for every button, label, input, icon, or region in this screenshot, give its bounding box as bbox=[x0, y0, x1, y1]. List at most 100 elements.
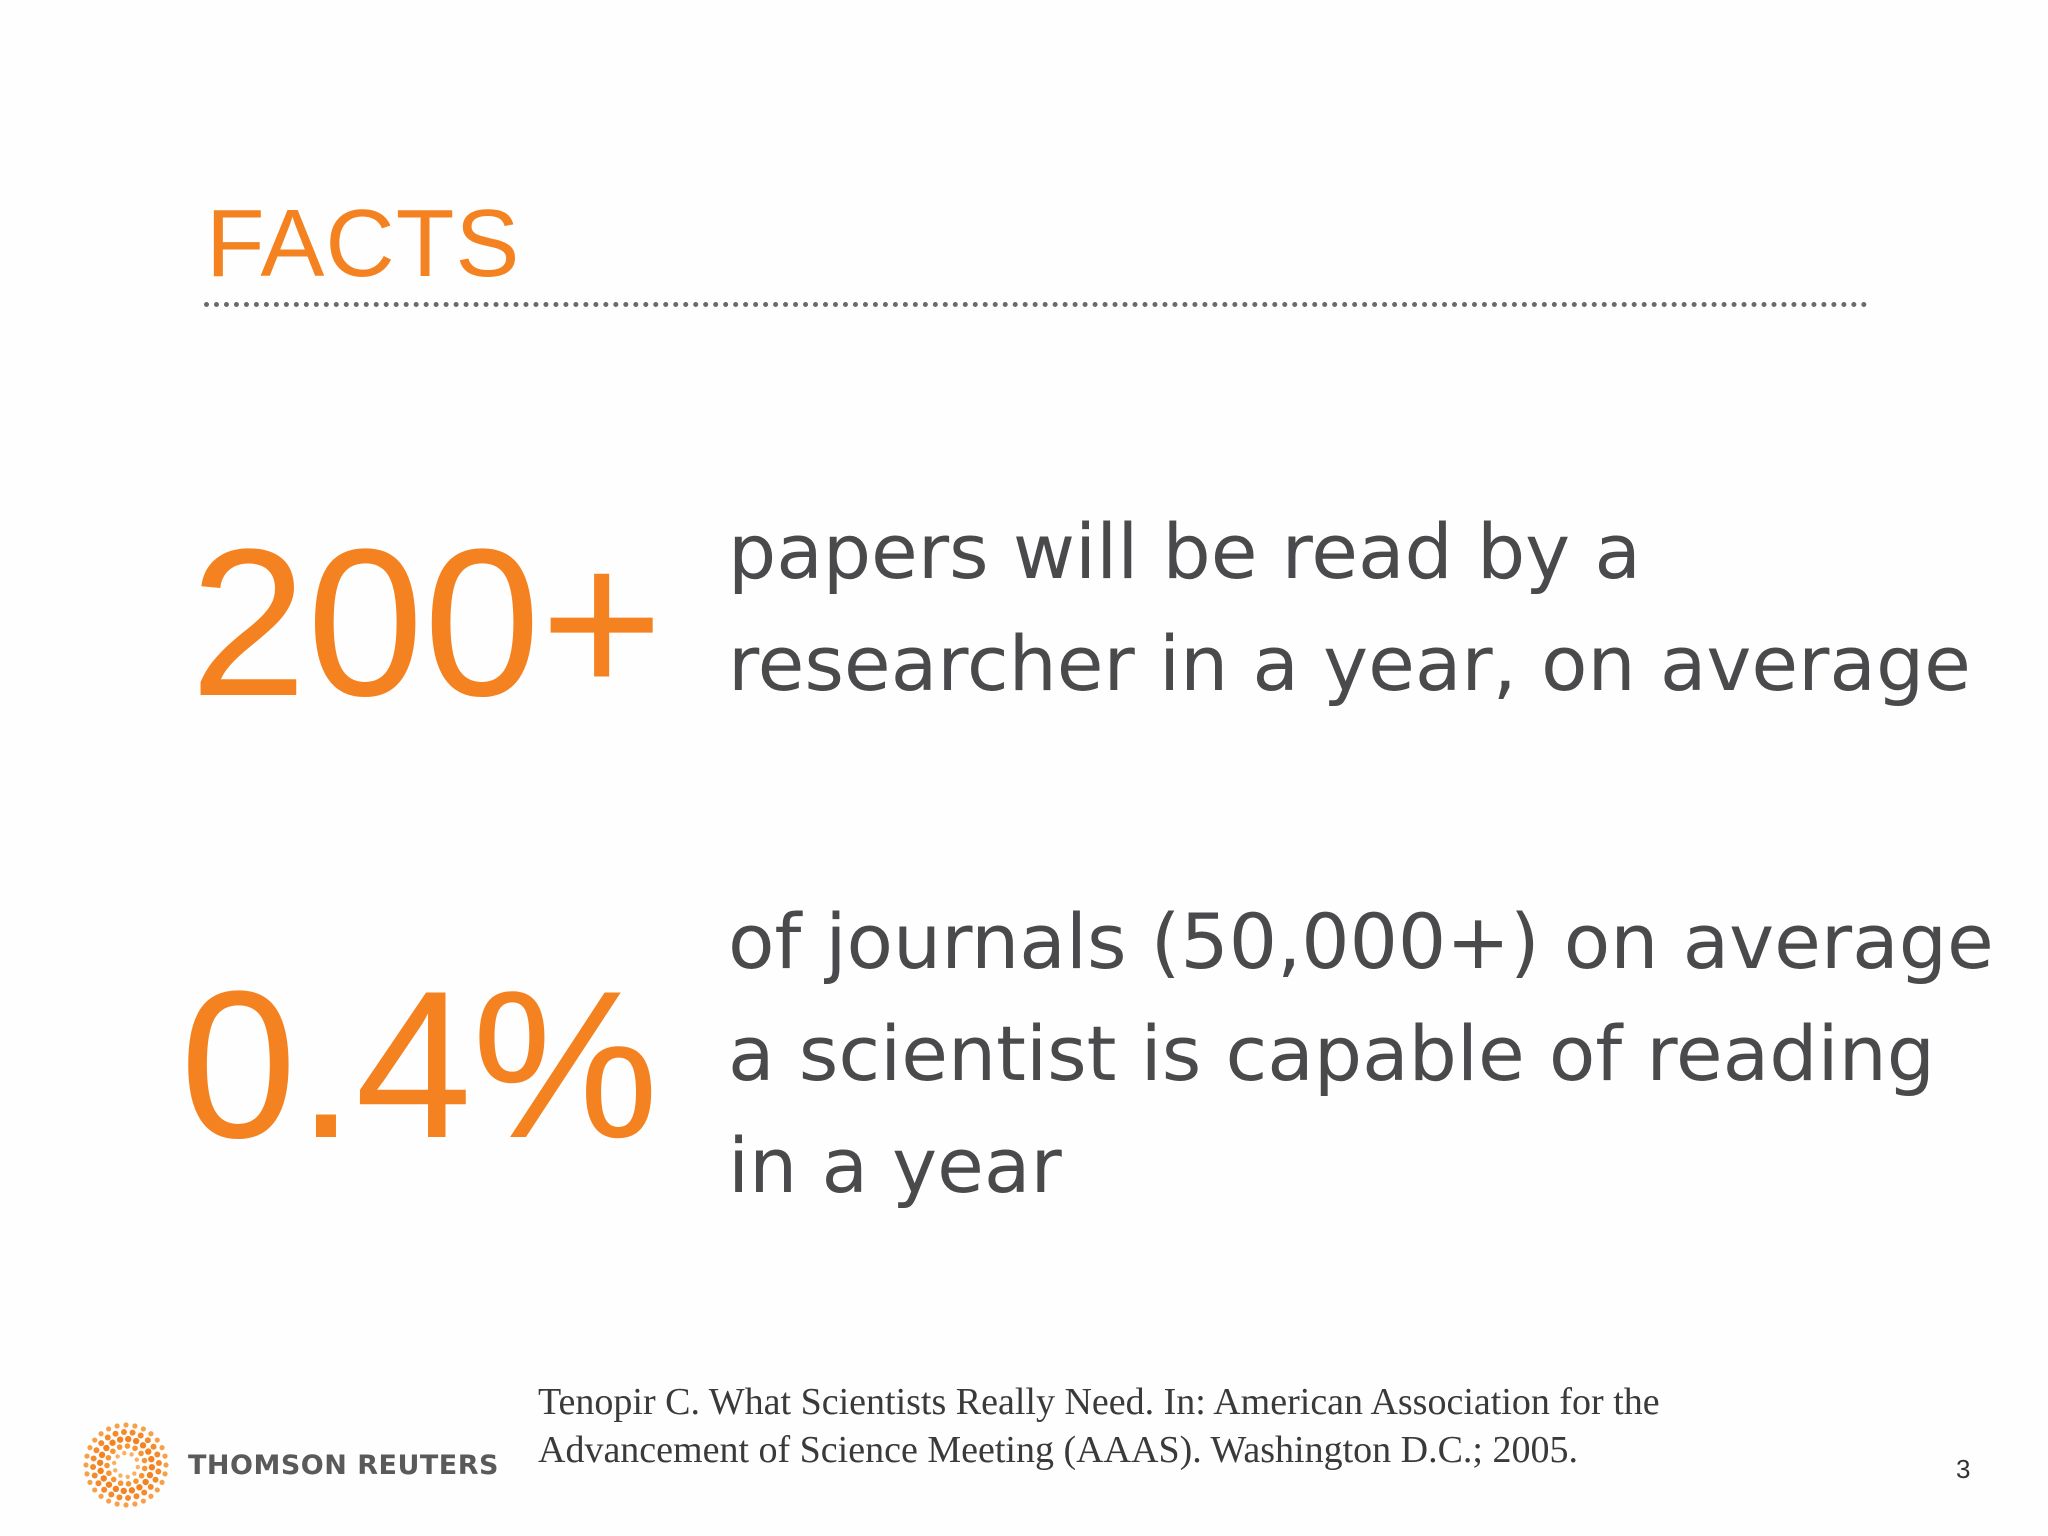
title-divider bbox=[204, 302, 1868, 307]
logo-dot bbox=[163, 1462, 169, 1468]
logo-dot bbox=[116, 1444, 123, 1450]
logo-dot bbox=[95, 1480, 102, 1487]
logo-dot bbox=[105, 1481, 113, 1488]
logo-dot bbox=[111, 1460, 117, 1466]
logo-dot bbox=[106, 1470, 112, 1477]
logo-dot bbox=[90, 1455, 97, 1462]
logo-dot bbox=[135, 1464, 141, 1470]
logo-dot bbox=[140, 1426, 146, 1432]
logo-dot bbox=[155, 1459, 162, 1466]
thomson-reuters-dotted-ring-icon bbox=[83, 1422, 169, 1508]
thomson-reuters-logo: THOMSON REUTERS bbox=[82, 1422, 499, 1508]
logo-dot bbox=[159, 1445, 165, 1451]
logo-dot bbox=[112, 1430, 119, 1437]
logo-dot bbox=[129, 1452, 134, 1457]
logo-dot bbox=[141, 1457, 148, 1464]
fact-1-value: 200+ bbox=[190, 505, 664, 740]
logo-dot bbox=[109, 1439, 116, 1446]
fact-1-description: papers will be read by a researcher in a… bbox=[728, 496, 1971, 720]
logo-dot bbox=[98, 1493, 104, 1499]
logo-dot bbox=[92, 1487, 98, 1493]
logo-dot bbox=[87, 1445, 93, 1451]
logo-dot bbox=[83, 1462, 89, 1468]
logo-dot bbox=[145, 1448, 152, 1455]
fact-1-line-2: researcher in a year, on average bbox=[728, 619, 1971, 708]
logo-dot bbox=[124, 1443, 131, 1449]
logo-dot bbox=[125, 1481, 132, 1487]
logo-dot bbox=[117, 1480, 124, 1487]
logo-dot bbox=[116, 1494, 123, 1501]
logo-dot bbox=[110, 1476, 117, 1483]
logo-dot bbox=[132, 1445, 138, 1452]
logo-dot bbox=[114, 1501, 120, 1507]
logo-dot bbox=[148, 1455, 155, 1463]
page-number: 3 bbox=[1956, 1454, 1971, 1484]
logo-dot bbox=[110, 1448, 116, 1455]
logo-dot bbox=[125, 1494, 132, 1501]
slide-title: FACTS bbox=[206, 190, 521, 297]
logo-dot bbox=[84, 1471, 90, 1477]
logo-dot bbox=[154, 1437, 160, 1443]
logo-dot bbox=[101, 1486, 108, 1493]
logo-dot bbox=[148, 1464, 156, 1471]
logo-dot bbox=[141, 1489, 148, 1496]
logo-dot bbox=[87, 1479, 93, 1485]
logo-dot bbox=[133, 1493, 140, 1500]
logo-dot bbox=[146, 1471, 154, 1479]
logo-dot bbox=[104, 1462, 110, 1469]
logo-dot bbox=[148, 1493, 154, 1499]
logo-dot bbox=[104, 1434, 111, 1441]
citation: Tenopir C. What Scientists Really Need. … bbox=[538, 1378, 1660, 1474]
fact-2-line-1: of journals (50,000+) on average bbox=[728, 897, 1994, 986]
logo-dot bbox=[140, 1498, 146, 1504]
citation-line-1: Tenopir C. What Scientists Really Need. … bbox=[538, 1381, 1660, 1423]
logo-dot bbox=[98, 1451, 106, 1459]
logo-dot bbox=[122, 1450, 127, 1456]
logo-dot bbox=[132, 1471, 137, 1476]
logo-text: THOMSON REUTERS bbox=[188, 1449, 499, 1481]
logo-dot bbox=[162, 1453, 168, 1459]
logo-dot bbox=[137, 1432, 144, 1439]
logo-dot bbox=[125, 1435, 132, 1443]
logo-dot bbox=[105, 1454, 112, 1461]
logo-dot bbox=[96, 1459, 104, 1466]
logo-dot bbox=[93, 1447, 100, 1454]
logo-dot bbox=[159, 1479, 165, 1485]
logo-dot bbox=[129, 1429, 136, 1436]
logo-dot bbox=[106, 1426, 112, 1432]
logo-dot bbox=[134, 1457, 139, 1462]
logo-dot bbox=[148, 1431, 154, 1437]
logo-dot bbox=[114, 1423, 120, 1429]
citation-line-2: Advancement of Science Meeting (AAAS). W… bbox=[538, 1429, 1578, 1471]
logo-dot bbox=[144, 1437, 151, 1444]
fact-1-line-1: papers will be read by a bbox=[728, 507, 1641, 596]
fact-2-line-3: in a year bbox=[728, 1121, 1062, 1210]
logo-dot bbox=[84, 1453, 90, 1459]
logo-dot bbox=[100, 1475, 107, 1482]
logo-dot bbox=[123, 1502, 129, 1508]
logo-dot bbox=[112, 1485, 120, 1493]
logo-dot bbox=[139, 1442, 147, 1449]
logo-dot bbox=[123, 1422, 129, 1428]
logo-dot bbox=[120, 1429, 127, 1436]
fact-2-value: 0.4% bbox=[180, 947, 659, 1182]
logo-dot bbox=[98, 1440, 105, 1447]
logo-dot bbox=[90, 1464, 97, 1471]
fact-2-line-2: a scientist is capable of reading bbox=[728, 1009, 1936, 1098]
fact-2-description: of journals (50,000+) on average a scien… bbox=[728, 886, 1994, 1222]
logo-dot bbox=[141, 1465, 148, 1472]
logo-dot bbox=[113, 1468, 118, 1473]
logo-dot bbox=[98, 1431, 104, 1437]
logo-dot bbox=[132, 1437, 140, 1445]
logo-dot bbox=[155, 1468, 162, 1475]
logo-dot bbox=[152, 1476, 159, 1483]
logo-dot bbox=[128, 1487, 136, 1494]
logo-dot bbox=[103, 1444, 110, 1452]
logo-dot bbox=[154, 1487, 160, 1493]
logo-dot bbox=[116, 1436, 124, 1443]
logo-dot bbox=[147, 1483, 154, 1490]
logo-dot bbox=[97, 1467, 104, 1475]
logo-dot bbox=[136, 1484, 143, 1491]
logo-dot bbox=[118, 1473, 123, 1478]
